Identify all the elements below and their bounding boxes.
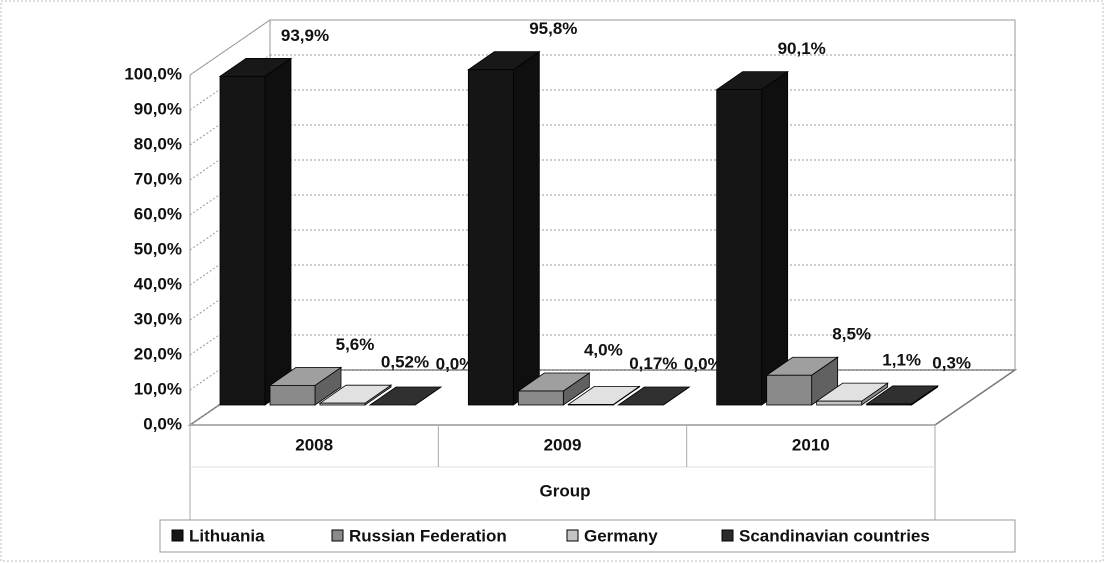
bar [716, 89, 763, 406]
legend-label: Lithuania [189, 526, 265, 545]
y-tick-label: 100,0% [124, 64, 182, 83]
bar [567, 404, 614, 406]
bar-side [512, 50, 540, 406]
value-label: 4,0% [584, 340, 623, 359]
y-tick-label: 30,0% [134, 309, 182, 328]
value-label: 0,3% [932, 353, 971, 372]
bar [269, 384, 316, 406]
legend-swatch [721, 529, 734, 542]
bar-top [368, 386, 443, 406]
bar [467, 69, 514, 406]
legend-label: Russian Federation [349, 526, 507, 545]
legend-swatch [171, 529, 184, 542]
legend-box [159, 519, 1016, 553]
bar [816, 400, 863, 406]
x-tick-label: 2008 [295, 435, 333, 454]
value-label: 0,52% [381, 353, 429, 372]
bar-side [264, 57, 292, 406]
x-axis-label: Group [540, 481, 591, 500]
y-tick-label: 90,0% [134, 99, 182, 118]
x-tick-label: 2010 [792, 435, 830, 454]
value-label: 90,1% [778, 39, 826, 58]
value-label: 95,8% [529, 19, 577, 38]
value-label: 0,0% [436, 354, 475, 373]
grid-line [189, 19, 271, 76]
bar [766, 374, 813, 406]
value-label: 1,1% [882, 351, 921, 370]
value-label: 93,9% [281, 26, 329, 45]
bar-side [761, 70, 789, 406]
y-tick-label: 60,0% [134, 204, 182, 223]
bar [517, 390, 564, 406]
bar [319, 402, 366, 406]
value-label: 0,17% [629, 354, 677, 373]
y-tick-label: 40,0% [134, 274, 182, 293]
y-tick-label: 10,0% [134, 379, 182, 398]
bar [866, 403, 913, 406]
y-tick-label: 80,0% [134, 134, 182, 153]
value-label: 5,6% [336, 335, 375, 354]
value-label: 0,0% [684, 354, 723, 373]
y-tick-label: 0,0% [143, 414, 182, 433]
x-tick-label: 2009 [544, 435, 582, 454]
y-tick-label: 50,0% [134, 239, 182, 258]
legend-swatch [566, 529, 579, 542]
y-tick-label: 70,0% [134, 169, 182, 188]
value-label: 8,5% [832, 325, 871, 344]
y-tick-label: 20,0% [134, 344, 182, 363]
bar [219, 75, 266, 406]
bar-top [617, 386, 691, 406]
legend-label: Germany [584, 526, 658, 545]
legend-swatch [331, 529, 344, 542]
legend-label: Scandinavian countries [739, 526, 930, 545]
